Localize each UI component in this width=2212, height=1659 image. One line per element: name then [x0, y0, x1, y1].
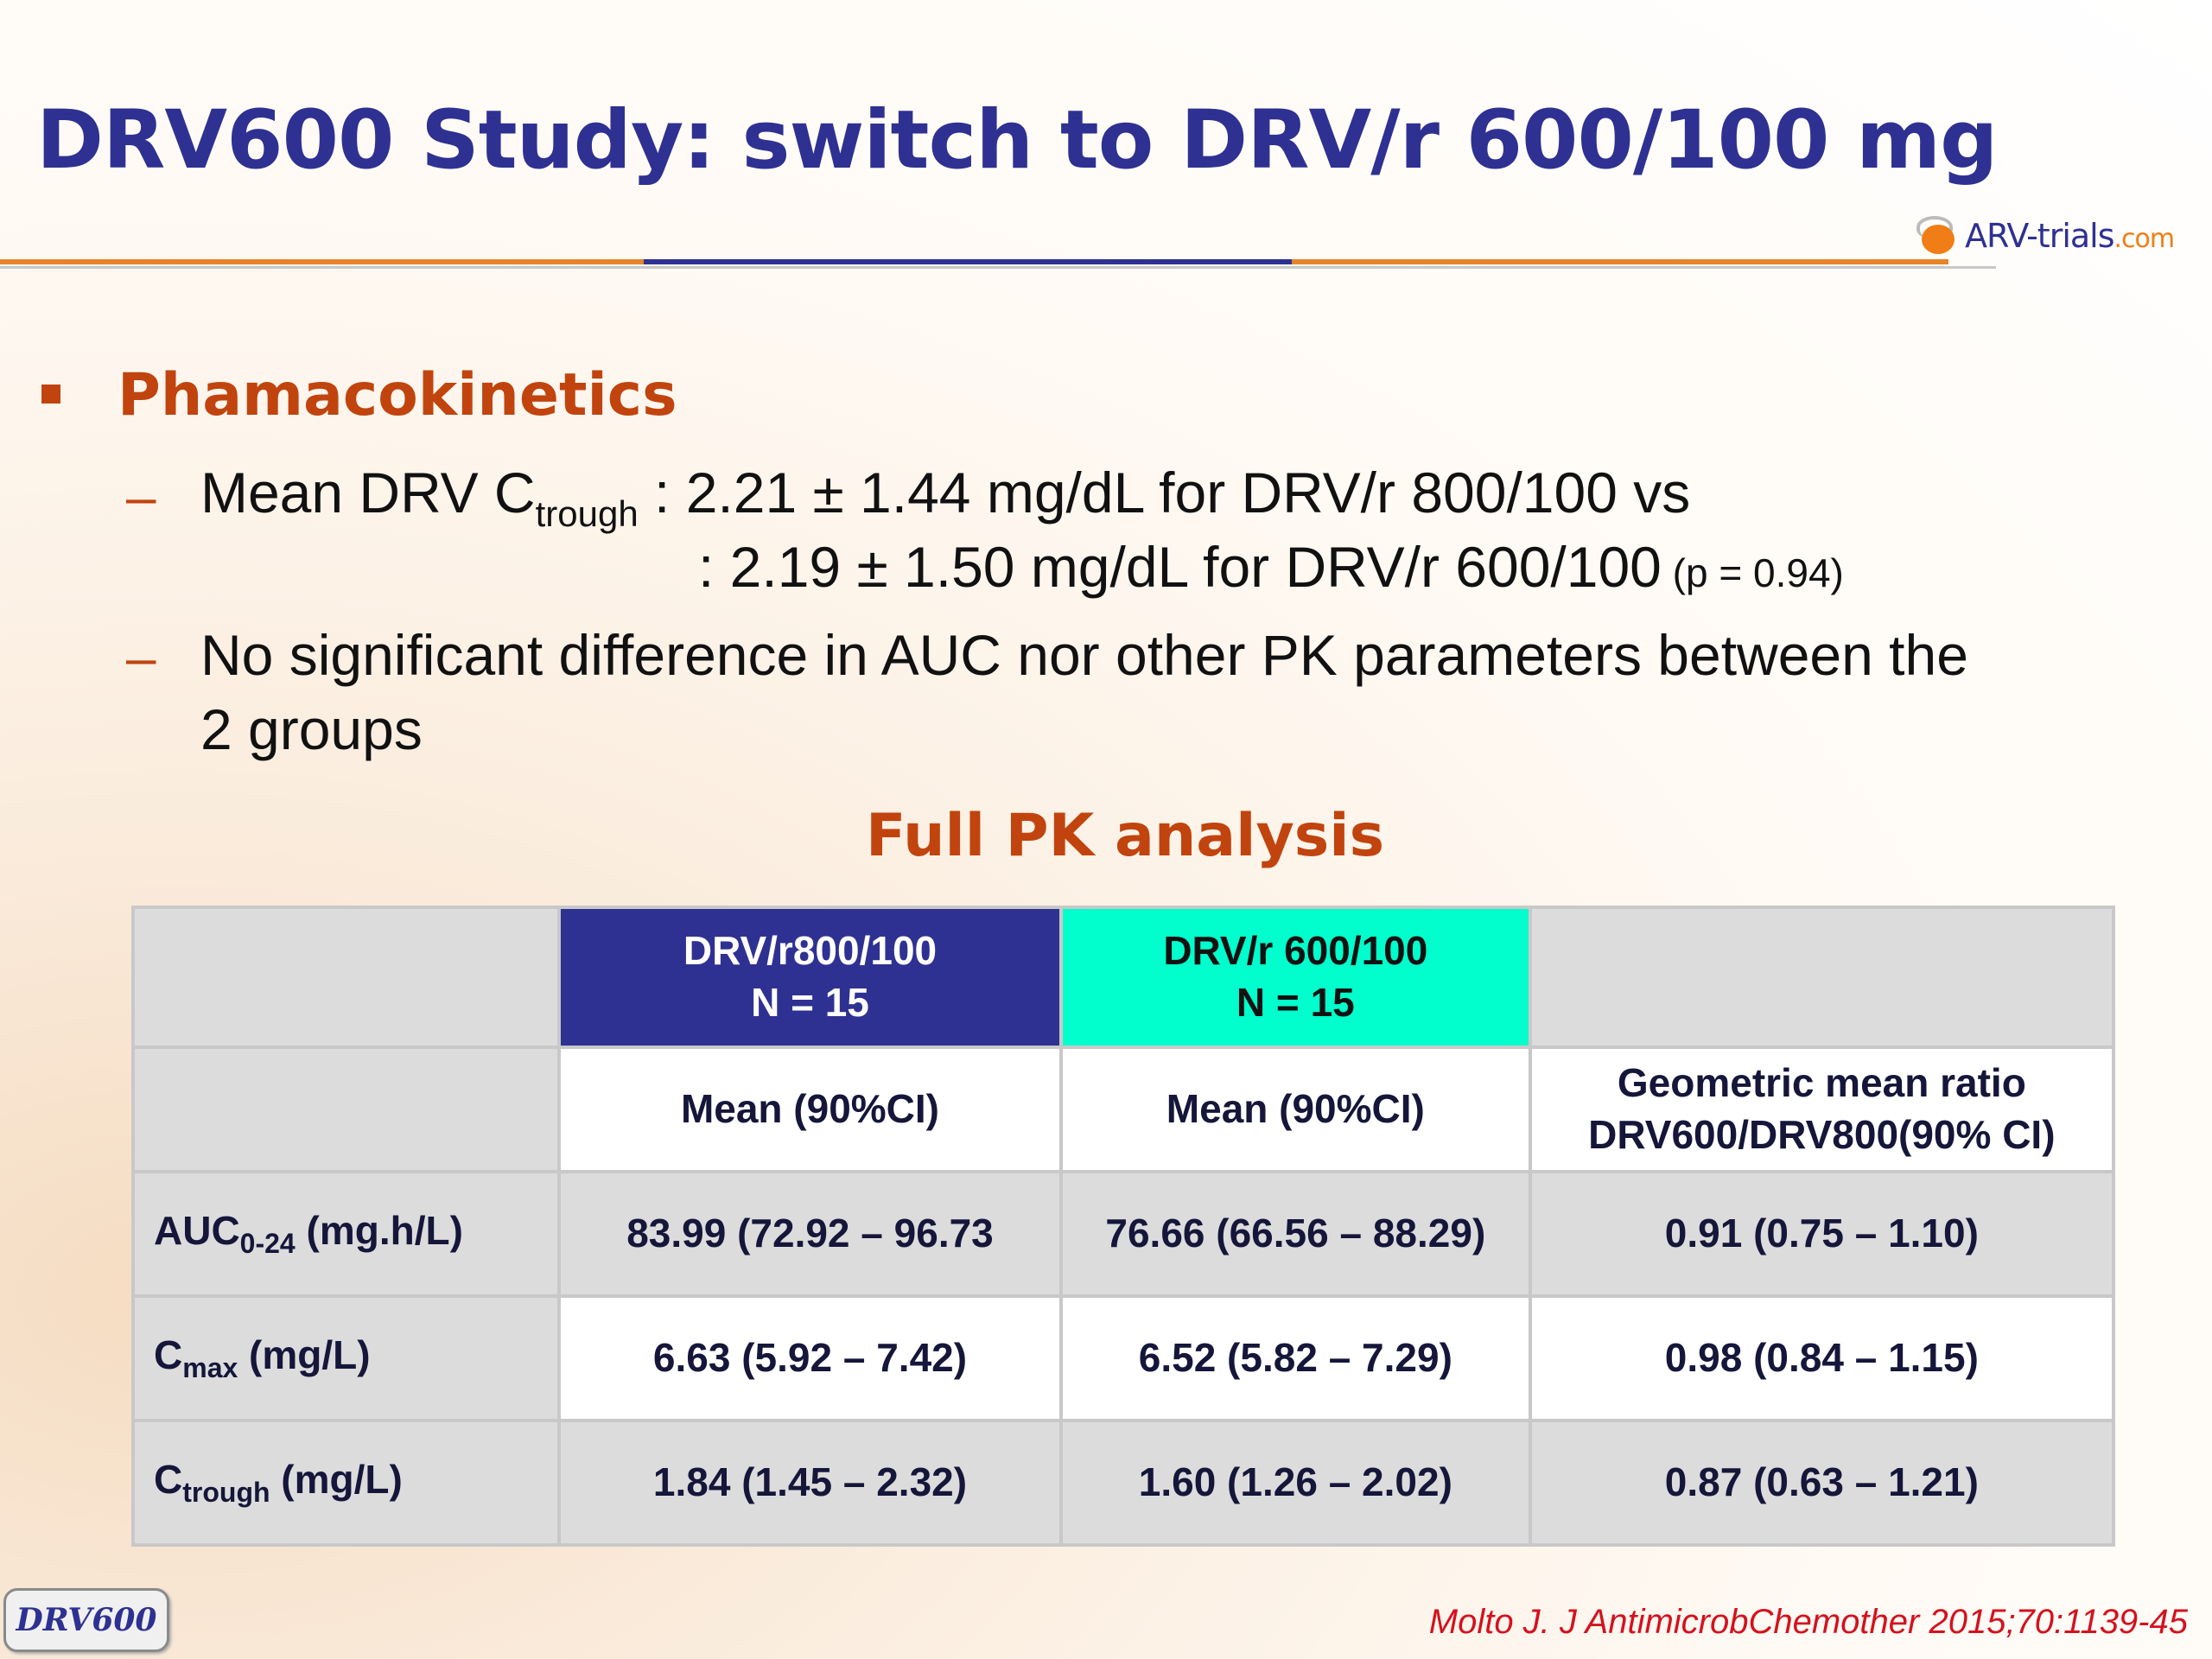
- section-heading: Phamacokinetics: [118, 361, 677, 429]
- study-badge: DRV600: [3, 1588, 169, 1652]
- bullet-ctrough-prefix: Mean DRV C: [200, 461, 536, 524]
- header-empty-cell: [131, 906, 561, 1049]
- row-label-unit: (mg.h/L): [295, 1208, 463, 1254]
- arv-trials-logo: ARV-trials.com: [1916, 216, 2176, 256]
- square-bullet-icon: [41, 385, 60, 404]
- dash-bullet-icon: –: [126, 467, 156, 527]
- header-drv800: DRV/r800/100 N = 15: [556, 906, 1063, 1049]
- table-subheader-row: Mean (90%CI) Mean (90%CI) Geometric mean…: [131, 1046, 2116, 1173]
- subheader-empty-cell: [131, 1046, 561, 1173]
- row-label-sub: 0-24: [239, 1228, 296, 1260]
- table-row: Ctrough (mg/L) 1.84 (1.45 – 2.32) 1.60 (…: [131, 1419, 2116, 1547]
- bullet-ctrough-subscript: trough: [535, 493, 639, 534]
- row-label-main: C: [154, 1457, 183, 1503]
- cell-drv600: 1.60 (1.26 – 2.02): [1058, 1419, 1532, 1547]
- header-drv800-n: N = 15: [751, 980, 869, 1025]
- row-label-auc: AUC0-24 (mg.h/L): [131, 1170, 561, 1298]
- cell-ratio: 0.91 (0.75 – 1.10): [1528, 1170, 2116, 1298]
- subheader-mean-600: Mean (90%CI): [1058, 1046, 1532, 1173]
- row-label-unit: (mg/L): [238, 1332, 371, 1378]
- logo-icon: [1916, 216, 1961, 256]
- cell-drv800: 83.99 (72.92 – 96.73: [556, 1170, 1063, 1298]
- subheader-ratio-line-1: Geometric mean ratio: [1617, 1060, 2026, 1106]
- cell-ratio: 0.98 (0.84 – 1.15): [1528, 1294, 2116, 1422]
- bullet-auc-line-2: 2 groups: [200, 697, 423, 761]
- bullet-ctrough-line-2: : 2.19 ± 1.50 mg/dL for DRV/r 600/100 (p…: [698, 534, 1844, 600]
- header-ratio-empty: [1528, 906, 2116, 1049]
- dash-bullet-icon: –: [126, 628, 156, 688]
- row-label-main: AUC: [154, 1208, 240, 1254]
- cell-drv800: 6.63 (5.92 – 7.42): [556, 1294, 1063, 1422]
- table-header-row: DRV/r800/100 N = 15 DRV/r 600/100 N = 15: [131, 906, 2116, 1049]
- bullet-ctrough-line-1: Mean DRV Ctrough : 2.21 ± 1.44 mg/dL for…: [200, 460, 1690, 535]
- row-label-sub: trough: [182, 1477, 270, 1509]
- bullet-auc-line-1: No significant difference in AUC nor oth…: [200, 623, 1968, 687]
- bullet-ctrough-pvalue: (p = 0.94): [1661, 550, 1844, 595]
- row-label-main: C: [154, 1332, 183, 1378]
- subheader-ratio: Geometric mean ratio DRV600/DRV800(90% CI…: [1528, 1046, 2116, 1173]
- citation: Molto J. J AntimicrobChemother 2015;70:1…: [1428, 1603, 2188, 1641]
- bullet-ctrough-value-800: : 2.21 ± 1.44 mg/dL for DRV/r 800/100 vs: [638, 461, 1691, 524]
- title-divider: [0, 259, 2212, 269]
- logo-text: ARV-trials.com: [1965, 217, 2176, 255]
- header-drv800-dose: DRV/r800/100: [683, 928, 938, 974]
- row-label-ctrough: Ctrough (mg/L): [131, 1419, 561, 1547]
- header-drv600: DRV/r 600/100 N = 15: [1058, 906, 1532, 1049]
- cell-drv600: 76.66 (66.56 – 88.29): [1058, 1170, 1532, 1298]
- slide-title: DRV600 Study: switch to DRV/r 600/100 mg: [36, 93, 1998, 188]
- bullet-ctrough-value-600: : 2.19 ± 1.50 mg/dL for DRV/r 600/100: [698, 535, 1662, 599]
- row-label-sub: max: [182, 1352, 238, 1384]
- cell-drv800: 1.84 (1.45 – 2.32): [556, 1419, 1063, 1547]
- cell-drv600: 6.52 (5.82 – 7.29): [1058, 1294, 1532, 1422]
- subheader-mean-800: Mean (90%CI): [556, 1046, 1063, 1173]
- table-title: Full PK analysis: [866, 802, 1385, 870]
- row-label-cmax: Cmax (mg/L): [131, 1294, 561, 1422]
- row-label-unit: (mg/L): [270, 1457, 403, 1503]
- pk-analysis-table: DRV/r800/100 N = 15 DRV/r 600/100 N = 15 M…: [131, 906, 2116, 1547]
- table-row: Cmax (mg/L) 6.63 (5.92 – 7.42) 6.52 (5.8…: [131, 1294, 2116, 1422]
- logo-name: ARV-trials: [1965, 217, 2115, 255]
- cell-ratio: 0.87 (0.63 – 1.21): [1528, 1419, 2116, 1547]
- header-drv600-dose: DRV/r 600/100: [1163, 928, 1428, 974]
- header-drv600-n: N = 15: [1236, 980, 1355, 1025]
- logo-domain: .com: [2113, 224, 2176, 254]
- subheader-ratio-line-2: DRV600/DRV800(90% CI): [1588, 1112, 2056, 1157]
- table-row: AUC0-24 (mg.h/L) 83.99 (72.92 – 96.73 76…: [131, 1170, 2116, 1298]
